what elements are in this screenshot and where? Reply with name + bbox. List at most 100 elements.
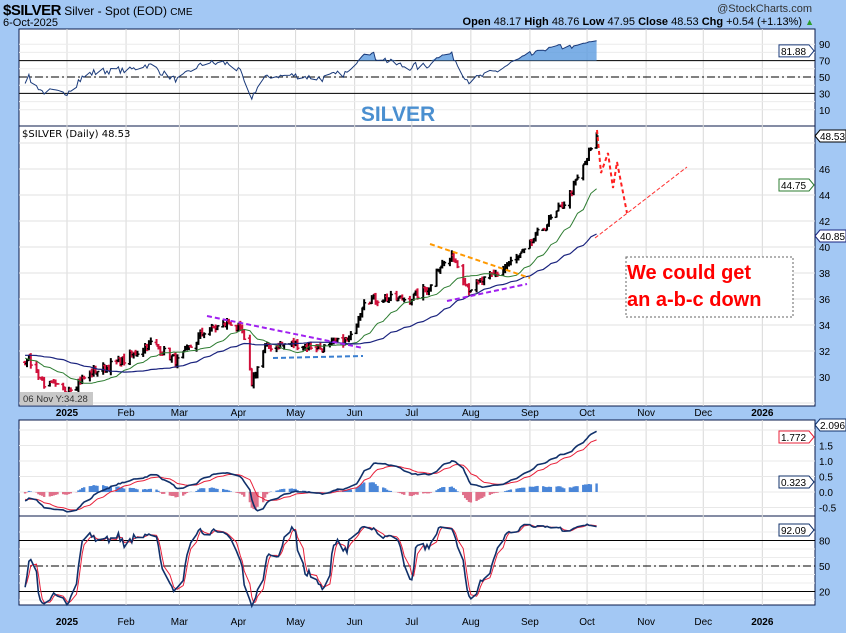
- macd-histogram-bar: [589, 484, 593, 492]
- macd-tick-label: 1.0: [819, 457, 833, 468]
- price-bar: [228, 321, 233, 326]
- macd-histogram-bar: [263, 492, 267, 498]
- macd-histogram-bar: [492, 492, 495, 494]
- exchange: CME: [170, 7, 193, 18]
- macd-histogram-bar: [248, 492, 252, 503]
- price-bar: [148, 337, 153, 345]
- macd-histogram-bar: [48, 492, 52, 497]
- macd-histogram-bar: [262, 492, 265, 503]
- x-tick-label-top: Feb: [117, 408, 135, 419]
- macd-histogram-bar: [185, 492, 189, 493]
- x-tick-label-top: May: [286, 408, 305, 419]
- macd-histogram-bar: [265, 492, 269, 495]
- macd-histogram-bar: [143, 489, 147, 492]
- macd-histogram-bar: [119, 487, 122, 492]
- macd-histogram-bar: [442, 487, 446, 492]
- macd-histogram-bar: [201, 488, 204, 492]
- macd-histogram-bar: [54, 492, 57, 495]
- macd-histogram-bar: [63, 492, 67, 495]
- macd-histogram-bar: [429, 492, 433, 493]
- orange-resistance-line: [429, 243, 531, 279]
- x-tick-label-bottom: Apr: [231, 617, 247, 628]
- macd-histogram-bar: [408, 492, 412, 496]
- price-bar: [518, 252, 523, 259]
- price-bar: [322, 344, 327, 353]
- macd-histogram-bar: [149, 488, 153, 492]
- macd-histogram-bar: [282, 488, 286, 492]
- macd-histogram-bar: [450, 486, 454, 492]
- stoch-value-badge-bg: [778, 523, 815, 537]
- macd-tick-label: 1.5: [819, 442, 833, 453]
- stockcharts-logo[interactable]: @StockCharts.com: [717, 3, 812, 15]
- histogram-value-badge-text: 0.323: [781, 478, 806, 489]
- macd-histogram-bar: [212, 487, 215, 492]
- signal-value-badge-text: 1.772: [781, 433, 806, 444]
- macd-histogram-bar: [275, 490, 278, 492]
- macd-histogram-bar: [389, 490, 393, 492]
- macd-histogram-bar: [214, 488, 217, 492]
- price-bar: [95, 370, 100, 377]
- close-label: Close: [638, 16, 669, 28]
- price-bar: [375, 300, 380, 307]
- macd-histogram-bar: [523, 487, 526, 492]
- macd-histogram-bar: [92, 485, 95, 492]
- macd-histogram-bar: [563, 488, 566, 492]
- signal-value-badge-bg: [778, 430, 815, 444]
- macd-histogram-bar: [168, 492, 172, 496]
- macd-histogram-bar: [416, 492, 419, 495]
- macd-histogram-bar: [223, 489, 227, 492]
- annotation-line-1: We could get: [627, 262, 751, 284]
- macd-histogram-bar: [361, 483, 364, 492]
- macd-histogram-bar: [56, 492, 59, 495]
- price-bar: [575, 174, 580, 180]
- annotation-box[interactable]: [625, 256, 794, 318]
- macd-histogram-bar: [347, 489, 351, 492]
- macd-histogram-bar: [528, 486, 532, 492]
- stoch-tick-label: 20: [819, 588, 831, 599]
- red-trendline: [594, 166, 688, 239]
- rsi-tick-label: 70: [819, 57, 831, 68]
- macd-value-badge: 2.096: [814, 418, 846, 432]
- macd-histogram-bar: [423, 492, 427, 494]
- rsi-tick-label: 50: [819, 73, 831, 84]
- chg-label: Chg: [701, 16, 724, 28]
- price-bar: [362, 299, 367, 311]
- x-tick-label-top: Oct: [579, 408, 595, 419]
- macd-histogram-bar: [157, 490, 160, 492]
- macd-tick-label: 0.0: [819, 488, 833, 499]
- purple-resistance-line: [206, 315, 364, 349]
- macd-histogram-bar: [519, 487, 522, 492]
- macd-histogram-bar: [162, 492, 166, 494]
- x-tick-label-bottom: Mar: [171, 617, 189, 628]
- x-tick-label-top: Dec: [694, 408, 712, 419]
- macd-histogram-bar: [465, 492, 469, 500]
- stochastic-panel: [18, 515, 816, 606]
- macd-histogram-bar: [543, 486, 547, 492]
- up-triangle-icon: ▲: [805, 17, 814, 27]
- price-bar: [428, 284, 433, 292]
- price-bar: [535, 227, 540, 236]
- x-tick-label-bottom: May: [286, 617, 305, 628]
- price-bar: [255, 366, 260, 379]
- macd-histogram-bar: [321, 492, 324, 494]
- macd-histogram-bar: [132, 488, 135, 492]
- macd-tick-label: 0.5: [819, 473, 833, 484]
- macd-histogram-bar: [256, 492, 259, 507]
- macd-histogram-bar: [237, 492, 240, 494]
- macd-histogram-bar: [199, 488, 202, 492]
- stoch-value-badge: 92.09: [778, 523, 815, 537]
- annotation-line-2: an a-b-c down: [627, 289, 761, 311]
- macd-histogram-bar: [290, 488, 293, 492]
- ma-long-value-badge-bg: [814, 229, 846, 243]
- macd-histogram-bar: [576, 486, 579, 492]
- x-tick-label-bottom: 2025: [56, 617, 79, 628]
- macd-histogram-bar: [595, 483, 598, 492]
- macd-histogram-bar: [412, 492, 415, 496]
- macd-histogram-bar: [582, 484, 585, 492]
- macd-histogram-bar: [557, 486, 560, 492]
- price-tick-label: 30: [819, 373, 831, 384]
- price-bar: [188, 344, 193, 348]
- price-bar: [215, 325, 220, 331]
- histogram-value-badge-bg: [778, 475, 815, 489]
